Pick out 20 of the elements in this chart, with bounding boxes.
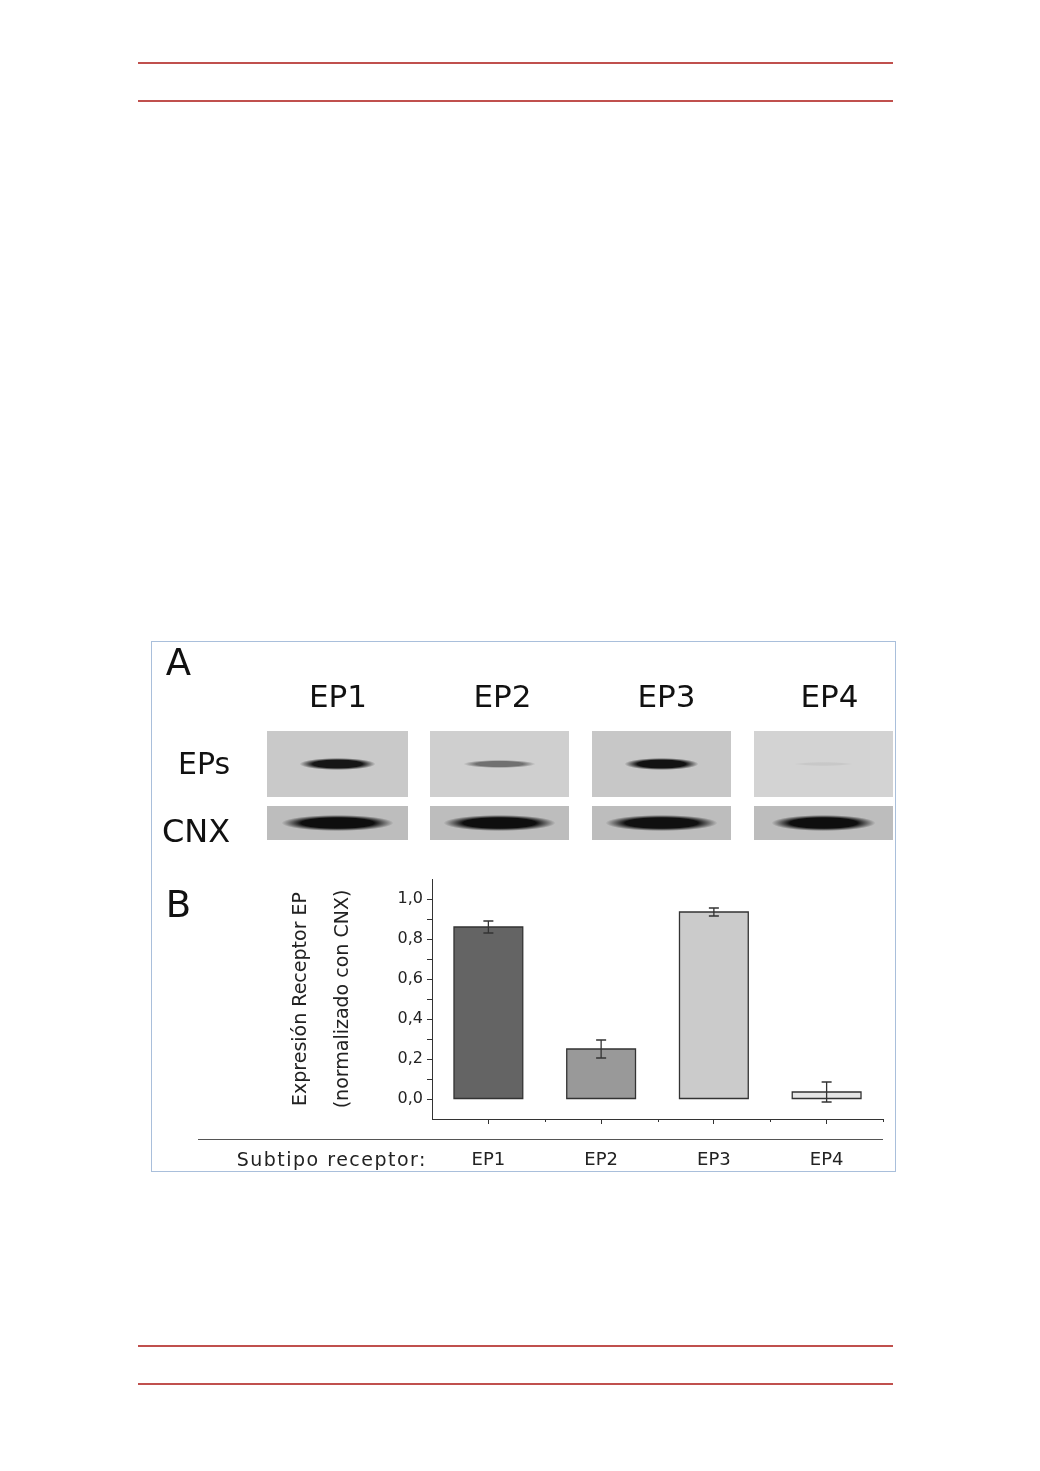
text: EP3 xyxy=(637,678,696,714)
text: EP2 xyxy=(473,678,532,714)
text: EPs xyxy=(177,746,231,781)
y-tick-label: 0,0 xyxy=(397,1088,423,1108)
y-axis-title: Expresión Receptor EP (normalizado con CNX) xyxy=(287,889,352,1109)
y-tick-label: 0,4 xyxy=(397,1008,423,1028)
x-axis-title: Subtipo receptor: xyxy=(236,1148,427,1170)
text: EP4 xyxy=(800,678,859,714)
x-tick-label: EP4 xyxy=(809,1148,844,1170)
x-tick-label: EP3 xyxy=(697,1148,731,1170)
text: B xyxy=(165,883,192,926)
y-tick-label: 0,8 xyxy=(397,928,423,948)
text: A xyxy=(165,641,192,684)
x-tick-label: EP2 xyxy=(584,1148,618,1170)
text: CNX xyxy=(161,812,231,850)
y-tick-label: 1,0 xyxy=(397,888,423,908)
y-tick-label: 0,6 xyxy=(397,968,423,988)
y-tick-label: 0,2 xyxy=(397,1048,423,1068)
x-tick-label: EP1 xyxy=(471,1148,506,1170)
text: EP1 xyxy=(308,678,368,714)
